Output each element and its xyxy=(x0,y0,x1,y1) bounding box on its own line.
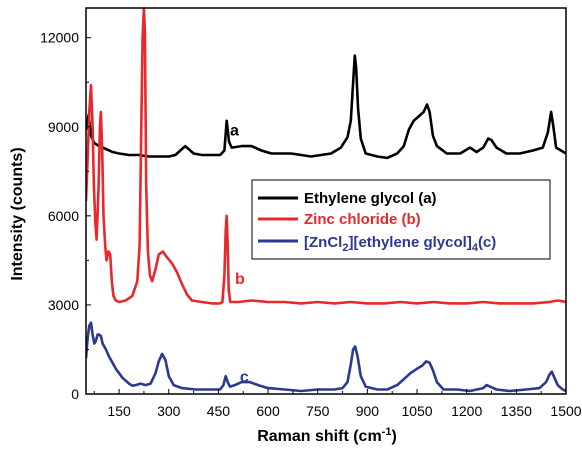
series-line-0 xyxy=(86,54,566,160)
x-tick-label: 1350 xyxy=(501,403,532,419)
x-axis: 150 300 450 600 750 900 1050 1200 1350 1500 xyxy=(93,389,582,419)
x-tick-label: 450 xyxy=(207,403,231,419)
y-tick-label: 9000 xyxy=(48,119,79,135)
x-tick-label: 1200 xyxy=(451,403,482,419)
series-lines xyxy=(86,8,566,393)
x-tick-label: 750 xyxy=(306,403,330,419)
series-line-2 xyxy=(86,321,566,393)
x-tick-label: 1500 xyxy=(550,403,581,419)
legend-entry-zncl2-eg: [ZnCl2][ethylene glycol]4(c) xyxy=(304,234,496,254)
legend: Ethylene glycol (a) Zinc chloride (b) [Z… xyxy=(251,179,551,260)
series-label-b: b xyxy=(235,271,245,288)
legend-entry-zinc-chloride: Zinc chloride (b) xyxy=(304,211,421,228)
plot-frame xyxy=(85,7,567,395)
x-tick-label: 900 xyxy=(356,403,380,419)
y-tick-label: 3000 xyxy=(48,297,79,313)
y-tick-label: 6000 xyxy=(48,208,79,224)
y-axis: 0 3000 6000 9000 12000 xyxy=(40,30,91,402)
series-line-1 xyxy=(86,8,566,305)
x-tick-label: 1050 xyxy=(401,403,432,419)
y-axis-title: Intensity (counts) xyxy=(9,147,26,280)
x-tick-label: 150 xyxy=(107,403,131,419)
y-tick-label: 0 xyxy=(71,386,79,402)
series-label-a: a xyxy=(230,123,239,140)
y-tick-label: 12000 xyxy=(40,30,79,46)
x-tick-label: 300 xyxy=(157,403,181,419)
legend-entry-ethylene-glycol: Ethylene glycol (a) xyxy=(304,190,437,207)
x-tick-label: 600 xyxy=(256,403,280,419)
x-axis-title: Raman shift (cm-1) xyxy=(257,426,397,445)
series-labels: a b c xyxy=(230,123,249,386)
series-label-c: c xyxy=(240,369,249,386)
